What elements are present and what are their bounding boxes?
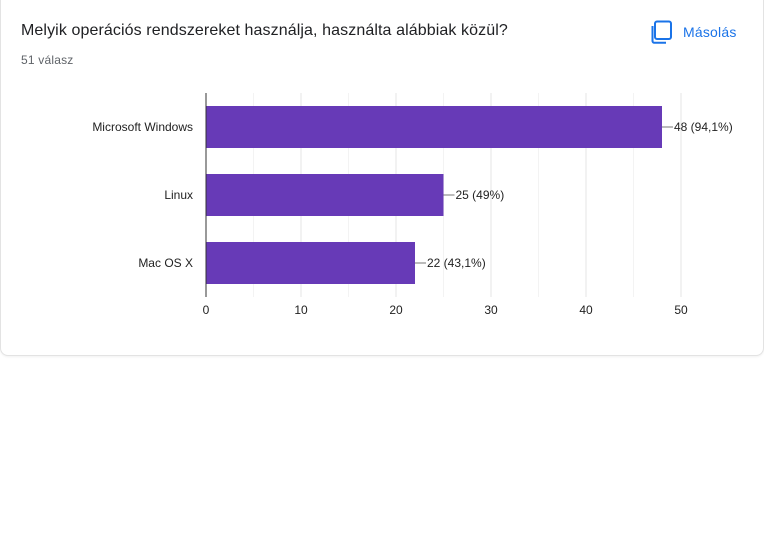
copy-button[interactable]: Másolás (651, 19, 737, 45)
response-count: 51 válasz (21, 53, 74, 67)
bar (206, 174, 444, 216)
x-tick-label: 30 (484, 303, 498, 317)
data-label: 48 (94,1%) (674, 120, 733, 134)
data-label: 22 (43,1%) (427, 256, 486, 270)
x-tick-label: 10 (294, 303, 308, 317)
copy-icon (651, 20, 673, 44)
category-label: Microsoft Windows (92, 120, 193, 134)
category-label: Mac OS X (138, 256, 193, 270)
copy-label: Másolás (683, 24, 737, 40)
x-tick-label: 20 (389, 303, 403, 317)
x-tick-label: 50 (674, 303, 688, 317)
data-label: 25 (49%) (456, 188, 505, 202)
question-card: Melyik operációs rendszereket használja,… (0, 0, 764, 356)
question-title: Melyik operációs rendszereket használja,… (21, 22, 508, 39)
bar (206, 242, 415, 284)
category-label: Linux (164, 188, 193, 202)
x-tick-label: 40 (579, 303, 593, 317)
bar (206, 106, 662, 148)
x-tick-label: 0 (203, 303, 210, 317)
bar-chart: Microsoft Windows 48 (94,1%) Linux 25 (49%)… (92, 93, 733, 317)
